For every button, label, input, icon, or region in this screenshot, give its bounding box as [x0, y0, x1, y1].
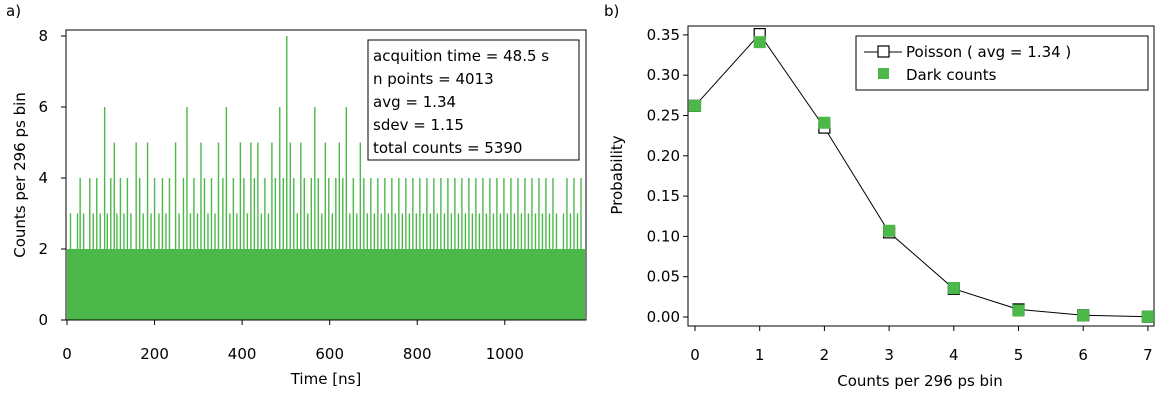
stat-avg: avg = 1.34 — [373, 93, 456, 111]
y-axis-a: 0 2 4 6 8 — [38, 27, 66, 329]
y-axis-b: 0.00 0.05 0.10 0.15 0.20 0.25 0.30 0.35 — [647, 26, 688, 326]
x-tick-label-a: 0 — [62, 345, 72, 363]
y-tick-label-b: 0.25 — [647, 107, 680, 125]
x-tick-label-a: 600 — [315, 345, 344, 363]
stat-n-points: n points = 4013 — [373, 70, 494, 88]
panel-b: b) 0 1 2 3 4 5 6 7 0.00 0.05 0.10 0.15 0.20 0.25 0.30… — [604, 2, 1155, 390]
stat-sdev: sdev = 1.15 — [373, 116, 464, 134]
dark-count-point — [947, 281, 960, 294]
legend-dark-label: Dark counts — [906, 66, 997, 84]
probability-series — [688, 27, 1155, 323]
x-tick-label-b: 0 — [690, 346, 700, 364]
y-tick-label-a: 0 — [38, 311, 48, 329]
x-tick-label-a: 400 — [228, 345, 257, 363]
y-tick-label-a: 6 — [38, 98, 48, 116]
stat-acquisition-time: acquition time = 48.5 s — [373, 47, 549, 65]
time-trace — [67, 36, 585, 320]
x-tick-label-b: 7 — [1143, 346, 1153, 364]
x-tick-label-b: 1 — [755, 346, 765, 364]
dark-count-point — [689, 99, 701, 112]
x-tick-label-b: 4 — [949, 346, 959, 364]
x-tick-label-a: 1000 — [486, 345, 524, 363]
legend-poisson-label: Poisson ( avg = 1.34 ) — [906, 43, 1071, 61]
y-tick-label-b: 0.35 — [647, 26, 680, 44]
x-tick-label-a: 200 — [140, 345, 169, 363]
x-tick-label-b: 5 — [1014, 346, 1024, 364]
dark-count-point — [883, 224, 896, 237]
dark-count-point — [753, 36, 766, 49]
legend-box — [855, 35, 1149, 91]
y-tick-label-b: 0.10 — [647, 227, 680, 245]
dark-count-point — [1141, 310, 1154, 323]
x-tick-label-a: 800 — [403, 345, 432, 363]
trace-base-band — [67, 249, 585, 320]
legend-poisson-marker — [877, 45, 890, 58]
panel-a: a) 0 200 400 600 800 1000 0 2 4 6 8 Time [ns] Cou… — [6, 2, 587, 388]
x-axis-b: 0 1 2 3 4 5 6 7 — [690, 326, 1153, 364]
stats-box — [367, 39, 580, 161]
y-tick-label-b: 0.15 — [647, 187, 680, 205]
dark-count-point — [818, 116, 831, 129]
panel-a-label: a) — [6, 2, 21, 20]
x-tick-label-b: 6 — [1078, 346, 1088, 364]
panel-b-label: b) — [604, 2, 619, 20]
x-tick-label-b: 2 — [820, 346, 830, 364]
y-axis-title-b: Probability — [608, 135, 626, 214]
dark-count-point — [1012, 304, 1025, 317]
legend-dark-marker — [878, 68, 889, 79]
y-tick-label-b: 0.20 — [647, 147, 680, 165]
plot-a-frame — [65, 29, 587, 321]
y-tick-label-a: 2 — [38, 240, 48, 258]
y-tick-label-a: 8 — [38, 27, 48, 45]
y-tick-label-b: 0.05 — [647, 268, 680, 286]
y-axis-title-a: Counts per 296 ps bin — [11, 92, 29, 258]
poisson-line — [694, 33, 1148, 318]
x-axis-a: 0 200 400 600 800 1000 — [62, 320, 524, 363]
y-tick-label-a: 4 — [38, 169, 48, 187]
x-axis-title-a: Time [ns] — [290, 370, 362, 388]
stat-total-counts: total counts = 5390 — [373, 139, 522, 157]
legend: Poisson ( avg = 1.34 ) Dark counts — [855, 35, 1149, 91]
plot-b-frame — [687, 25, 1155, 327]
x-axis-title-b: Counts per 296 ps bin — [837, 372, 1003, 390]
y-tick-label-b: 0.00 — [647, 308, 680, 326]
stats-annotation: acquition time = 48.5 s n points = 4013 … — [367, 39, 580, 161]
y-tick-label-b: 0.30 — [647, 66, 680, 84]
dark-count-point — [1077, 309, 1090, 322]
x-tick-label-b: 3 — [884, 346, 894, 364]
